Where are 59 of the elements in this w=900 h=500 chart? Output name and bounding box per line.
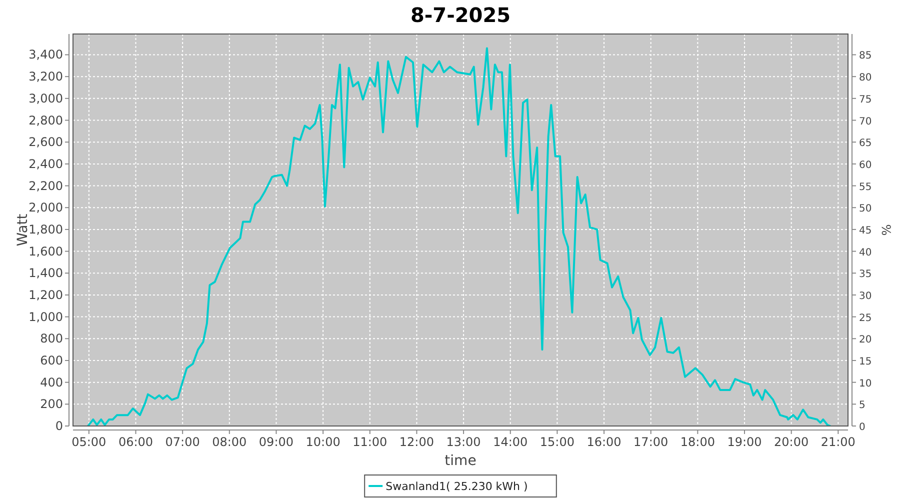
y-tick-label: 400 [40,375,63,390]
y-tick-label: 1,400 [28,266,63,280]
y2-tick-label: 15 [859,356,872,368]
y2-tick-label: 5 [859,400,866,412]
y-tick-label: 1,200 [28,288,63,302]
x-tick-label: 09:00 [258,435,294,449]
y-tick-label: 1,000 [28,310,63,324]
y2-axis-title: % [879,224,893,236]
y2-tick-label: 60 [859,160,872,171]
x-tick-label: 19:00 [727,435,762,449]
y-axis-title: Watt [15,213,31,246]
x-tick-label: 05:00 [72,435,106,449]
x-tick-label: 17:00 [634,435,668,449]
y-tick-label: 800 [40,332,63,346]
chart-title: 8-7-2025 [410,3,511,27]
x-tick-label: 13:00 [446,435,481,449]
y2-tick-label: 85 [859,50,872,62]
legend-label: Swanland1( 25.230 kWh ) [386,480,528,493]
y-tick-label: 0 [55,419,63,433]
y-tick-label: 2,400 [28,156,63,171]
y-tick-label: 3,000 [28,91,63,106]
x-tick-label: 11:00 [352,435,388,449]
y2-tick-label: 80 [859,72,872,84]
x-tick-label: 18:00 [680,435,715,449]
y2-tick-label: 25 [859,312,872,324]
line-series [86,47,832,426]
y2-tick-label: 0 [859,422,866,433]
x-tick-label: 21:00 [820,435,856,449]
x-axis-title: time [444,453,476,469]
y-tick-label: 3,200 [28,70,63,84]
y-tick-label: 2,600 [28,135,63,150]
y-tick-label: 2,000 [28,200,63,215]
y2-tick-label: 35 [859,269,872,280]
x-tick-label: 10:00 [306,435,340,449]
y2-tick-label: 55 [859,182,872,193]
y2-tick-label: 10 [859,378,872,390]
y2-tick-label: 70 [859,116,872,128]
x-tick-label: 06:00 [118,435,154,449]
x-tick-label: 07:00 [165,435,200,449]
y2-tick-label: 65 [859,138,872,150]
y2-tick-label: 40 [859,247,872,258]
y-tick-label: 2,200 [28,178,63,193]
y-tick-label: 3,400 [28,48,63,62]
y2-tick-label: 45 [859,225,872,236]
y2-tick-label: 20 [859,334,872,346]
x-tick-label: 14:00 [493,435,528,449]
y2-tick-label: 30 [859,290,872,302]
x-tick-label: 12:00 [399,435,434,449]
x-tick-label: 16:00 [586,435,622,449]
x-tick-label: 20:00 [774,435,809,449]
x-tick-label: 08:00 [212,435,247,449]
y-tick-label: 600 [40,353,63,368]
y2-tick-label: 75 [859,94,872,106]
y-tick-label: 1,800 [28,222,63,236]
y-tick-label: 200 [40,397,63,412]
y-tick-label: 2,800 [28,113,63,128]
y2-tick-label: 50 [859,204,872,215]
y-tick-label: 1,600 [28,244,63,258]
x-tick-label: 15:00 [540,435,574,449]
